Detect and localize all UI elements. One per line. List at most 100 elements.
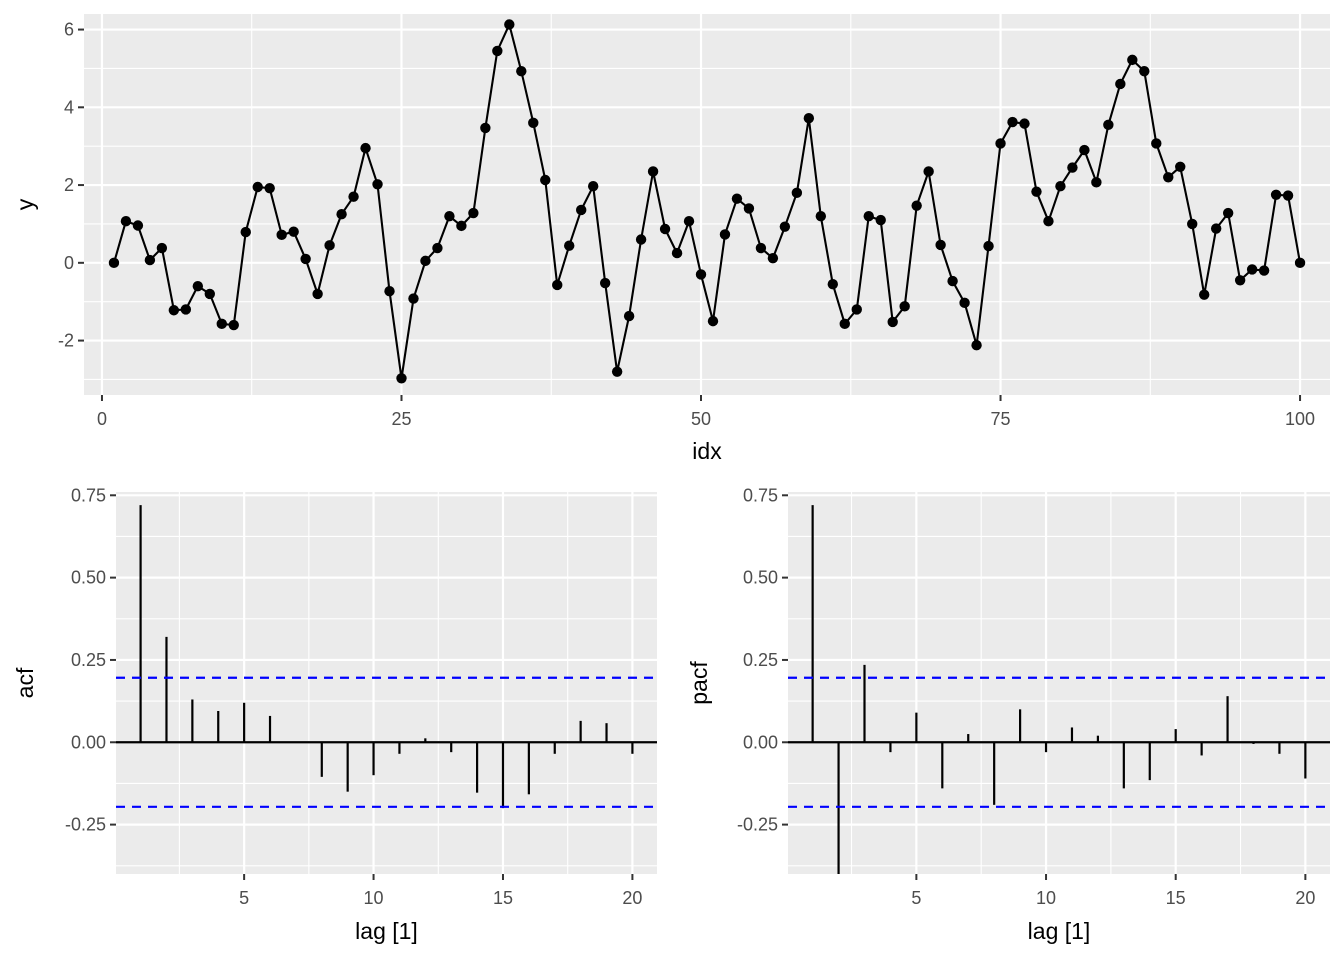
panel-0-x-tick-label: 0 (97, 409, 107, 429)
panel-1-y-axis-title: acf (12, 667, 38, 698)
data-point (156, 242, 168, 254)
data-point (887, 316, 898, 328)
data-point (120, 216, 132, 227)
data-point (1234, 275, 1246, 286)
data-point (995, 138, 1006, 149)
panel-0-x-axis-title: idx (692, 438, 722, 464)
data-point (815, 210, 827, 222)
data-point (300, 253, 311, 265)
panel-1-y-tick-label: 0.00 (71, 732, 106, 752)
panel-1-x-tick-label: 20 (622, 888, 642, 908)
data-point (540, 174, 551, 186)
data-point (552, 279, 563, 291)
data-point (671, 247, 683, 259)
data-point (1258, 265, 1270, 276)
data-point (971, 340, 982, 351)
data-point (1222, 207, 1234, 219)
panel-2-y-tick-label: 0.25 (743, 650, 778, 670)
panel-1-background (116, 492, 657, 874)
panel-2-x-tick-label: 5 (911, 888, 921, 908)
data-point (360, 142, 371, 154)
panel-0-y-tick-label: -2 (58, 331, 74, 351)
data-point (1282, 190, 1294, 201)
data-point (336, 209, 347, 220)
data-point (791, 187, 803, 199)
panel-1-y-tick-label: 0.25 (71, 650, 106, 670)
data-point (1031, 186, 1042, 197)
data-point (947, 275, 958, 287)
data-point (1151, 138, 1162, 149)
data-point (1007, 116, 1018, 128)
data-point (983, 240, 994, 252)
data-point (935, 239, 946, 251)
data-point (324, 240, 335, 251)
panel-1-y-tick-label: 0.75 (71, 485, 106, 505)
data-point (923, 166, 934, 177)
data-point (1127, 54, 1138, 66)
data-point (1246, 264, 1258, 275)
data-point (564, 240, 575, 251)
panel-0-y-tick-label: 2 (64, 175, 74, 195)
panel-0-x-tick-label: 100 (1285, 409, 1315, 429)
panel-1-x-axis-title: lag [1] (355, 918, 418, 944)
data-point (1270, 189, 1282, 200)
panel-2-x-tick-label: 20 (1295, 888, 1315, 908)
data-point (587, 181, 599, 192)
data-point (755, 242, 767, 254)
time-series-panel: 0 25 50 75 100 -2 0 2 4 6 idx y (12, 14, 1330, 464)
data-point (683, 216, 695, 227)
series-line (112, 23, 1302, 380)
data-point (599, 277, 611, 289)
data-point (659, 223, 671, 235)
data-point (204, 288, 215, 300)
data-point (276, 229, 287, 241)
data-point (228, 319, 239, 331)
data-point (240, 226, 251, 238)
data-point (1199, 289, 1210, 300)
data-point (1043, 216, 1054, 227)
data-point (516, 65, 527, 77)
data-point (1091, 177, 1102, 188)
panel-1-x-tick-label: 10 (364, 888, 384, 908)
data-point (1055, 181, 1066, 192)
data-point (396, 373, 407, 384)
data-point (144, 254, 156, 266)
data-point (348, 191, 359, 202)
panel-2-background (788, 492, 1330, 874)
data-point (731, 193, 743, 204)
data-point (432, 242, 443, 254)
data-point (1019, 118, 1030, 129)
acf-panel: 5 10 15 20 -0.25 0.00 0.25 0.50 0.75 lag [1] acf (12, 485, 657, 944)
panel-2-y-tick-label: -0.25 (737, 815, 778, 835)
data-point (779, 221, 791, 232)
data-point (528, 117, 539, 129)
data-point (911, 200, 922, 211)
data-point (719, 229, 731, 240)
data-point (372, 179, 383, 190)
data-point (1294, 257, 1306, 269)
data-point (420, 255, 431, 267)
data-point (408, 293, 419, 304)
data-point (827, 278, 838, 290)
data-point (132, 220, 144, 231)
panel-2-y-tick-label: 0.50 (743, 568, 778, 588)
data-point (767, 252, 779, 264)
data-point (695, 269, 707, 280)
panel-2-x-axis-title: lag [1] (1028, 918, 1091, 944)
data-point (899, 301, 910, 312)
data-point (192, 280, 204, 292)
panel-2-x-tick-label: 10 (1036, 888, 1056, 908)
data-point (851, 304, 862, 315)
panel-1-x-tick-label: 5 (239, 888, 249, 908)
data-point (492, 45, 503, 57)
data-point (312, 288, 323, 300)
panel-2-x-tick-label: 15 (1166, 888, 1186, 908)
data-point (468, 207, 479, 219)
panel-0-x-tick-label: 75 (991, 409, 1011, 429)
data-point (108, 257, 120, 269)
data-point (252, 181, 263, 193)
data-point (707, 315, 719, 327)
data-point (1115, 78, 1126, 90)
